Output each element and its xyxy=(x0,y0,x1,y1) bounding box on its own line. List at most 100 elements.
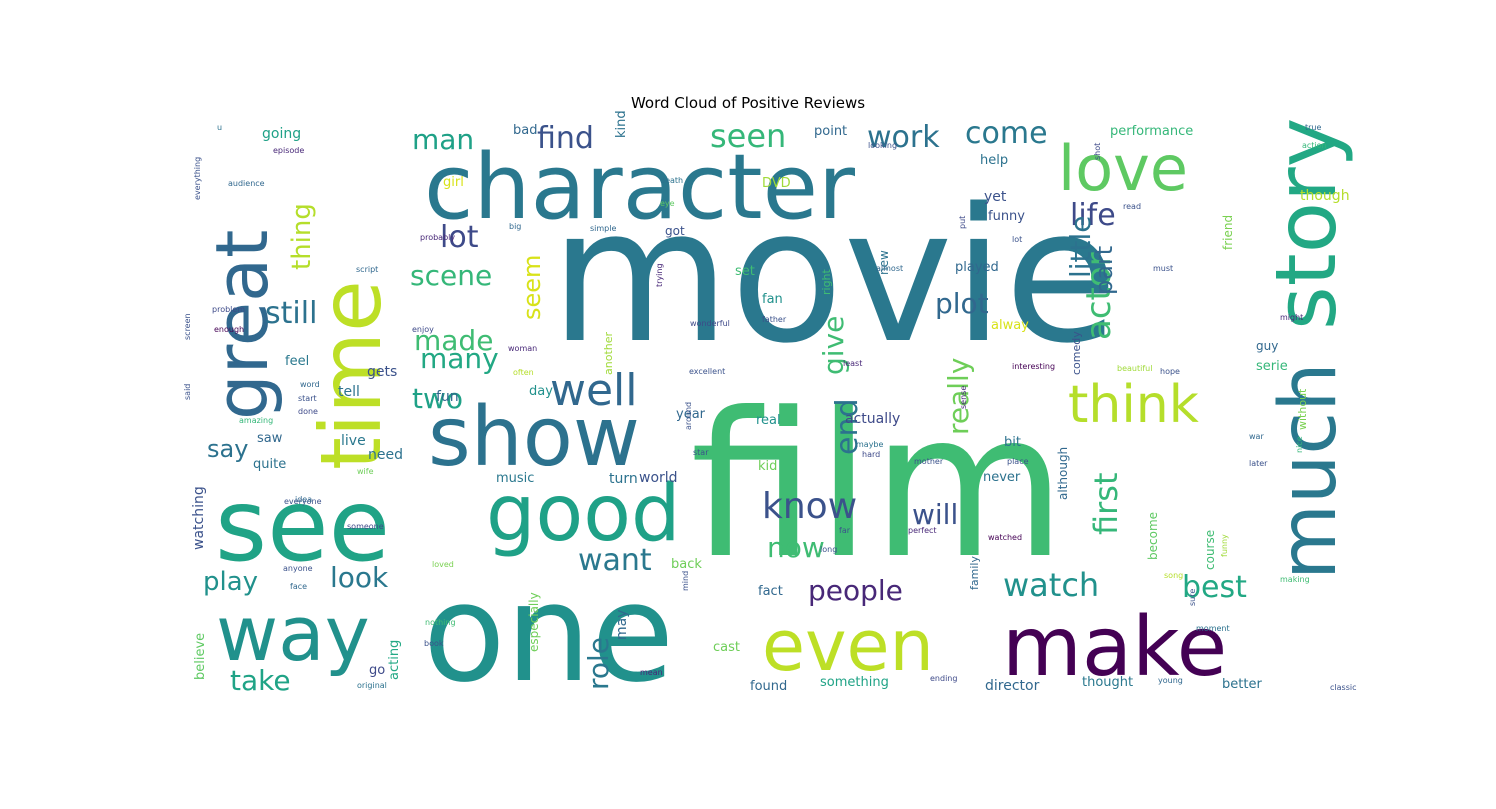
word-people: people xyxy=(808,574,903,607)
word-might: might xyxy=(1280,313,1303,322)
word-amazing: amazing xyxy=(239,416,273,425)
word-especially: especially xyxy=(527,592,541,652)
word-audience: audience xyxy=(228,179,265,188)
word-enjoy: enjoy xyxy=(412,325,434,334)
word-made: made xyxy=(414,324,493,357)
word-gets: gets xyxy=(367,364,397,380)
word-making: making xyxy=(1280,575,1310,584)
word-someone: someone xyxy=(347,522,384,531)
word-really: really xyxy=(942,358,975,435)
word-loved: loved xyxy=(432,560,454,569)
word-everyone: everyone xyxy=(284,497,322,506)
word-sense: sense xyxy=(959,386,968,409)
word-cast: cast xyxy=(713,640,740,655)
word-become: become xyxy=(1146,512,1160,560)
word-said: said xyxy=(183,384,192,400)
word-real: real xyxy=(756,413,781,428)
word-shot: shot xyxy=(1093,143,1102,160)
word-trying: trying xyxy=(655,263,664,287)
word-know: know xyxy=(762,486,857,527)
word-way: way xyxy=(216,589,370,678)
word-sure: sure xyxy=(1188,589,1197,606)
word-seem: seem xyxy=(518,255,546,320)
word-dvd: DVD xyxy=(762,176,791,191)
word-song: song xyxy=(1164,571,1183,580)
word-least: least xyxy=(843,359,862,368)
word-fact: fact xyxy=(758,584,783,599)
word-perfect: perfect xyxy=(908,526,937,535)
word-will: will xyxy=(912,498,958,531)
word-family: family xyxy=(968,556,981,590)
word-first: first xyxy=(1087,472,1125,535)
word-mind: mind xyxy=(681,571,690,591)
word-original: original xyxy=(357,681,387,690)
word-nothing: nothing xyxy=(425,618,456,627)
word-mean: mean xyxy=(640,668,663,677)
word-watch: watch xyxy=(1003,566,1099,604)
word-watched: watched xyxy=(988,533,1022,542)
word-action: action xyxy=(1302,141,1327,150)
word-course: course xyxy=(1203,530,1217,570)
word-simple: simple xyxy=(590,224,616,233)
word-although: although xyxy=(1056,447,1070,500)
word-young: young xyxy=(1158,676,1183,685)
word-new: new xyxy=(877,250,891,275)
word-big: big xyxy=(509,222,521,231)
word-music: music xyxy=(496,471,534,486)
word-start: start xyxy=(298,394,317,403)
word-live: live xyxy=(341,433,366,449)
word-mother: mother xyxy=(914,457,944,466)
word-feel: feel xyxy=(285,354,309,369)
word-word: word xyxy=(300,380,320,389)
word-see: see xyxy=(215,467,390,584)
word-give: give xyxy=(817,316,850,375)
word-looking: looking xyxy=(868,141,897,150)
word-problem: problem xyxy=(212,305,245,314)
word-play: play xyxy=(203,567,258,597)
word-world: world xyxy=(639,470,678,486)
word-classic: classic xyxy=(1330,683,1356,692)
word-end: end xyxy=(830,398,865,455)
word-bit: bit xyxy=(1004,435,1021,450)
word-role: role xyxy=(582,637,615,690)
word-everything: everything xyxy=(193,157,202,200)
word-bad: bad xyxy=(513,123,537,138)
word-serie: serie xyxy=(1256,359,1288,374)
word-guy: guy xyxy=(1256,339,1278,353)
word-little: little xyxy=(1064,215,1097,278)
word-kind: kind xyxy=(614,110,629,138)
word-later: later xyxy=(1249,459,1268,468)
word-tell: tell xyxy=(338,384,360,400)
word-good: good xyxy=(486,469,680,559)
word-funny: funny xyxy=(1220,534,1229,557)
word-wonderful: wonderful xyxy=(690,319,730,328)
word-help: help xyxy=(980,153,1008,168)
word-going: going xyxy=(262,126,301,142)
word-work: work xyxy=(867,120,940,155)
word-part: part xyxy=(1090,246,1118,295)
word-thought: thought xyxy=(1082,675,1133,690)
word-long: long xyxy=(820,545,837,554)
chart-title: Word Cloud of Positive Reviews xyxy=(630,94,866,112)
word-probably: probably xyxy=(420,233,455,242)
word-funny: funny xyxy=(988,209,1025,224)
word-eye: eye xyxy=(660,199,675,208)
word-two: two xyxy=(412,382,463,415)
word-friend: friend xyxy=(1221,215,1235,250)
word-want: want xyxy=(578,543,652,578)
word-played: played xyxy=(955,260,999,275)
word-quite: quite xyxy=(253,457,286,472)
word-ending: ending xyxy=(930,674,957,683)
word-turn: turn xyxy=(609,471,638,487)
word-episode: episode xyxy=(273,146,304,155)
word-thing: thing xyxy=(287,203,317,270)
word-interesting: interesting xyxy=(1012,362,1055,371)
word-got: got xyxy=(665,224,685,238)
word-better: better xyxy=(1222,677,1262,692)
word-found: found xyxy=(750,679,787,694)
word-fun: fun xyxy=(436,389,459,405)
word-war: war xyxy=(1249,432,1264,441)
word-show: show xyxy=(428,390,640,485)
word-fan: fan xyxy=(762,292,783,307)
word-love: love xyxy=(1058,132,1188,205)
